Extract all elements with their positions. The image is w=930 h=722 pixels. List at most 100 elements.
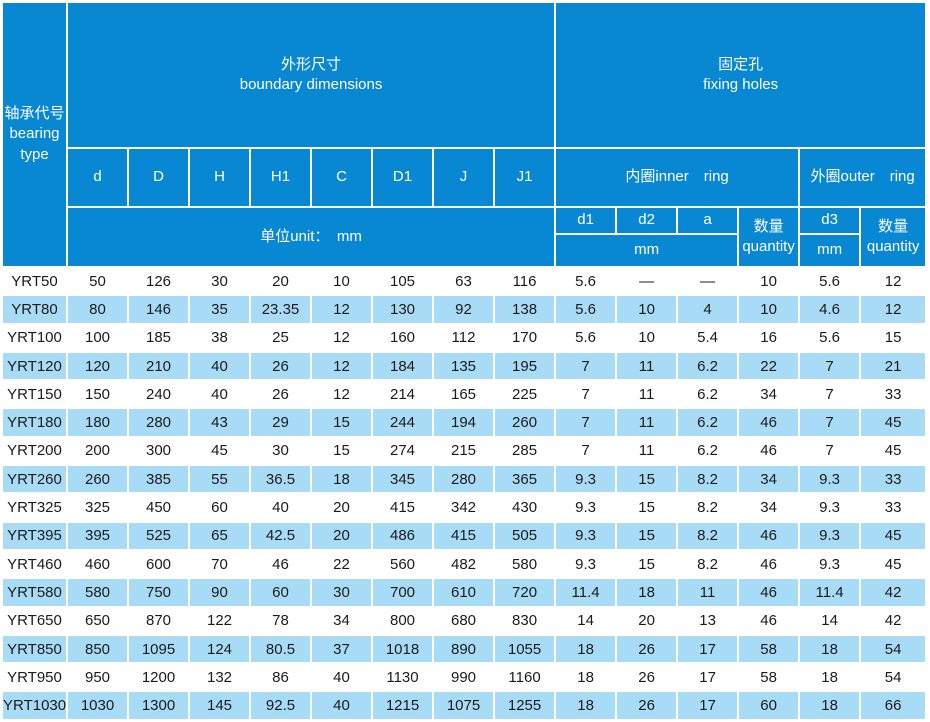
value-cell: 6.2 (678, 409, 738, 436)
row-label-bearing-type: YRT460 (3, 550, 66, 578)
value-cell: 78 (251, 607, 310, 634)
value-cell: 34 (739, 381, 799, 408)
value-cell: 4 (678, 296, 738, 323)
value-cell: 42 (861, 579, 926, 606)
value-cell: 42.5 (251, 522, 310, 549)
value-cell: 1215 (373, 692, 432, 719)
value-cell: 300 (129, 437, 188, 465)
header-dim-col-j: J (434, 149, 493, 206)
value-cell: 100 (68, 324, 127, 351)
header-inner-col-d2: d2 (617, 208, 677, 233)
value-cell: 40 (190, 381, 249, 408)
value-cell: 92 (434, 296, 493, 323)
value-cell: 43 (190, 409, 249, 436)
table-row: YRT850 850 1095 124 80.5 37 1018 890 1055 18 26 17 5… (3, 635, 926, 663)
value-cell: 460 (68, 550, 127, 578)
value-cell: 225 (495, 381, 555, 408)
value-cell: 9.3 (800, 466, 860, 493)
value-cell: 580 (68, 579, 127, 606)
value-cell: 415 (434, 522, 493, 549)
value-cell: 170 (495, 324, 555, 351)
value-cell: 17 (678, 692, 738, 719)
table-row: YRT1030 1030 1300 145 92.5 40 1215 1075 1255 18 26… (3, 692, 926, 719)
value-cell: 505 (495, 522, 555, 549)
value-cell: 580 (495, 550, 555, 578)
value-cell: 34 (739, 466, 799, 493)
value-cell: 240 (129, 381, 188, 408)
value-cell: 5.4 (678, 324, 738, 351)
value-cell: 122 (190, 607, 249, 634)
value-cell: 720 (495, 579, 555, 606)
value-cell: 50 (68, 268, 127, 295)
value-cell: 1095 (129, 635, 188, 663)
value-cell: 9.3 (556, 494, 616, 521)
value-cell: 280 (434, 466, 493, 493)
value-cell: 385 (129, 466, 188, 493)
value-cell: 342 (434, 494, 493, 521)
value-cell: 5.6 (800, 268, 860, 295)
value-cell: 214 (373, 381, 432, 408)
value-cell: 12 (861, 296, 926, 323)
value-cell: 8.2 (678, 550, 738, 578)
value-cell: 65 (190, 522, 249, 549)
value-cell: 12 (312, 324, 371, 351)
value-cell: 1255 (495, 692, 555, 719)
value-cell: 1030 (68, 692, 127, 719)
value-cell: 26 (251, 352, 310, 380)
value-cell: 46 (739, 437, 799, 465)
value-cell: 610 (434, 579, 493, 606)
value-cell: 345 (373, 466, 432, 493)
value-cell: 15 (861, 324, 926, 351)
value-cell: 20 (312, 522, 371, 549)
value-cell: 11.4 (800, 579, 860, 606)
value-cell: 870 (129, 607, 188, 634)
value-cell: 9.3 (800, 494, 860, 521)
value-cell: 40 (190, 352, 249, 380)
value-cell: 12 (312, 296, 371, 323)
value-cell: 30 (190, 268, 249, 295)
value-cell: 600 (129, 550, 188, 578)
value-cell: 7 (800, 381, 860, 408)
value-cell: — (617, 268, 677, 295)
header-inner-ring: 内圈inner ring (556, 149, 799, 206)
row-label-bearing-type: YRT150 (3, 381, 66, 408)
value-cell: 80.5 (251, 635, 310, 663)
value-cell: 26 (617, 692, 677, 719)
value-cell: 260 (495, 409, 555, 436)
value-cell: 11 (678, 579, 738, 606)
value-cell: 146 (129, 296, 188, 323)
row-label-bearing-type: YRT650 (3, 607, 66, 634)
value-cell: 13 (678, 607, 738, 634)
value-cell: 180 (68, 409, 127, 436)
value-cell: 10 (312, 268, 371, 295)
value-cell: 5.6 (556, 268, 616, 295)
value-cell: 15 (312, 437, 371, 465)
value-cell: 6.2 (678, 437, 738, 465)
value-cell: 30 (312, 579, 371, 606)
value-cell: 17 (678, 635, 738, 663)
table-row: YRT950 950 1200 132 86 40 1130 990 1160 18 26 17 58 1… (3, 664, 926, 691)
value-cell: 124 (190, 635, 249, 663)
row-label-bearing-type: YRT325 (3, 494, 66, 521)
value-cell: 194 (434, 409, 493, 436)
value-cell: 325 (68, 494, 127, 521)
value-cell: 120 (68, 352, 127, 380)
value-cell: 60 (190, 494, 249, 521)
header-outer-ring: 外圈outer ring (800, 149, 926, 206)
value-cell: 1300 (129, 692, 188, 719)
table-row: YRT200 200 300 45 30 15 274 215 285 7 11 6.2 46 7 45 (3, 437, 926, 465)
value-cell: 830 (495, 607, 555, 634)
header-unit: 单位unit： mm (68, 208, 555, 266)
value-cell: 36.5 (251, 466, 310, 493)
value-cell: 7 (800, 437, 860, 465)
table-row: YRT650 650 870 122 78 34 800 680 830 14 20 13 46 14 42 (3, 607, 926, 634)
value-cell: 58 (739, 664, 799, 691)
value-cell: 26 (617, 635, 677, 663)
value-cell: 23.35 (251, 296, 310, 323)
header-dim-col-h: H (190, 149, 249, 206)
row-label-bearing-type: YRT1030 (3, 692, 66, 719)
value-cell: 700 (373, 579, 432, 606)
value-cell: 18 (800, 664, 860, 691)
value-cell: 70 (190, 550, 249, 578)
